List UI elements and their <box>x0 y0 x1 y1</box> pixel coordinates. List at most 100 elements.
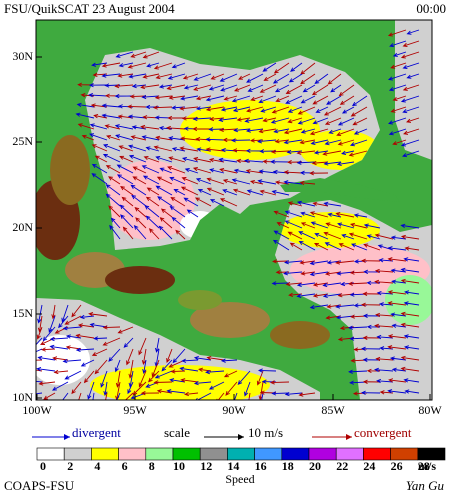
wind-arrow <box>146 62 160 68</box>
wind-arrow <box>284 260 303 265</box>
wind-arrow <box>94 359 108 375</box>
colorbar: 0 2 4 6 8 10 12 14 16 18 20 22 24 26 28m/s <box>36 447 446 473</box>
wind-arrow <box>234 392 238 400</box>
wind-arrow <box>323 231 342 240</box>
wind-arrow <box>360 302 381 307</box>
wind-arrow <box>272 239 290 251</box>
wind-arrow <box>144 205 160 218</box>
wind-arrow <box>283 180 303 185</box>
wind-arrow <box>402 106 420 114</box>
wind-arrow <box>62 326 82 331</box>
wind-arrow <box>350 243 368 251</box>
wind-arrow <box>65 334 82 339</box>
wind-arrow <box>116 174 134 185</box>
wind-arrow <box>146 187 160 196</box>
wind-arrow <box>313 150 329 155</box>
wind-arrow <box>93 114 108 119</box>
wind-arrow <box>71 381 82 395</box>
wind-arrow <box>311 160 329 166</box>
wind-arrow <box>341 150 355 155</box>
wind-arrow <box>115 370 121 388</box>
wind-arrow <box>400 223 420 229</box>
wind-arrow <box>135 217 147 229</box>
wind-arrow <box>159 217 173 229</box>
wind-arrow <box>273 62 290 74</box>
wind-arrow <box>122 226 134 240</box>
wind-arrow <box>124 392 134 400</box>
wind-arrow <box>287 106 303 113</box>
wind-arrow <box>309 171 329 176</box>
wind-arrow <box>363 223 381 229</box>
scale-label: scale <box>164 425 190 440</box>
lat-label: 30N <box>12 49 33 63</box>
wind-arrow <box>223 95 238 101</box>
wind-arrow <box>103 144 121 152</box>
wind-arrow <box>387 334 407 339</box>
wind-arrow <box>170 369 186 374</box>
wind-arrow <box>390 312 407 317</box>
wind-arrow <box>75 112 95 119</box>
wind-arrow <box>400 355 420 361</box>
wind-arrow <box>400 234 420 240</box>
wind-arrow <box>91 173 108 185</box>
wind-arrow <box>197 188 212 196</box>
wind-arrow <box>167 115 185 121</box>
wind-arrow <box>285 95 303 104</box>
wind-arrow <box>208 84 225 91</box>
wind-arrow <box>216 392 225 400</box>
wind-arrow <box>143 155 160 163</box>
colorbar-swatch <box>417 447 446 461</box>
wind-arrow <box>155 135 173 141</box>
wind-arrow <box>38 381 56 386</box>
wind-arrow <box>244 381 251 397</box>
wind-arrow <box>258 128 277 134</box>
wind-arrow <box>88 83 108 88</box>
wind-arrow <box>404 290 420 295</box>
wind-arrow <box>127 381 134 395</box>
wind-arrow <box>258 95 277 104</box>
wind-arrow <box>169 176 186 185</box>
wind-arrow <box>335 260 355 265</box>
wind-arrow <box>376 290 394 296</box>
wind-arrow <box>271 281 290 286</box>
wind-arrow <box>166 84 186 91</box>
wind-arrow <box>118 145 134 152</box>
wind-arrow <box>168 136 186 141</box>
wind-arrow <box>244 117 264 123</box>
wind-arrow <box>232 188 251 196</box>
wind-arrow <box>208 157 225 163</box>
wind-arrow <box>114 359 121 373</box>
wind-arrow <box>180 186 199 196</box>
wind-arrow <box>133 225 147 240</box>
wind-arrow <box>194 197 212 207</box>
wind-arrow <box>324 242 342 251</box>
colorbar-tick: 4 <box>94 459 100 473</box>
wind-arrow <box>158 84 173 89</box>
wind-arrow <box>62 392 69 400</box>
wind-arrow <box>375 356 394 362</box>
wind-arrow <box>131 194 147 207</box>
wind-arrow <box>348 232 368 240</box>
wind-arrow <box>387 290 407 295</box>
wind-arrow <box>75 347 95 353</box>
wind-arrow <box>310 139 329 146</box>
wind-arrow <box>161 359 173 372</box>
wind-arrow <box>142 51 160 59</box>
wind-arrow <box>110 217 121 229</box>
wind-arrow <box>145 146 160 152</box>
wind-arrow <box>374 268 394 274</box>
wind-arrow <box>309 128 329 136</box>
wind-arrow <box>258 169 277 174</box>
wind-arrow <box>88 312 108 317</box>
wind-arrow <box>250 95 264 101</box>
wind-arrow <box>114 83 134 89</box>
wind-arrow <box>349 139 368 147</box>
wind-arrow <box>258 381 264 400</box>
wind-arrow <box>341 233 355 240</box>
wind-arrow <box>231 138 251 143</box>
colorbar-title: Speed <box>225 472 254 486</box>
wind-arrow <box>186 209 199 218</box>
wind-arrow <box>91 163 108 174</box>
wind-arrow <box>168 156 186 163</box>
wind-arrow <box>130 184 147 196</box>
